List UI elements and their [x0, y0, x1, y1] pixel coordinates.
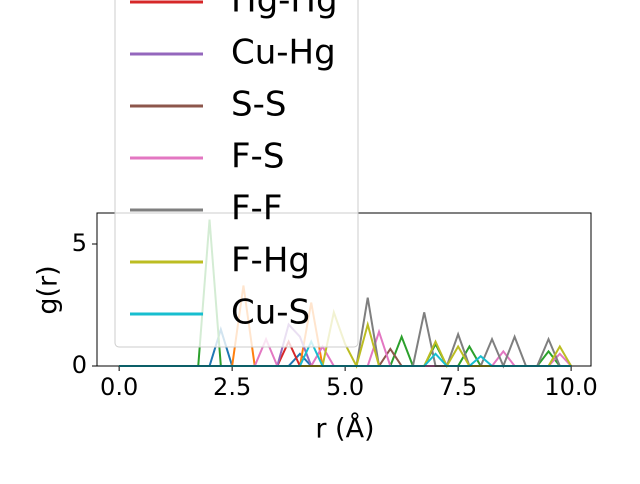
legend-label: Hg-Hg	[231, 0, 338, 21]
y-tick-label: 5	[72, 229, 87, 257]
x-axis-label: r (Å)	[315, 413, 374, 445]
legend-box	[114, 0, 359, 348]
legend-label: F-S	[231, 137, 284, 177]
x-tick-label: 0.0	[100, 373, 138, 401]
legend-label: F-F	[231, 189, 282, 229]
x-tick-label: 2.5	[213, 373, 251, 401]
legend-label: F-Hg	[231, 241, 310, 281]
x-tick-label: 5.0	[326, 373, 364, 401]
y-tick-label: 0	[72, 351, 87, 379]
legend-label: Cu-Hg	[231, 33, 336, 73]
x-tick-label: 7.5	[439, 373, 477, 401]
y-axis-label: g(r)	[33, 265, 64, 314]
legend-label: S-S	[231, 85, 286, 125]
x-tick-label: 10.0	[544, 373, 597, 401]
legend-label: Cu-S	[231, 293, 310, 333]
